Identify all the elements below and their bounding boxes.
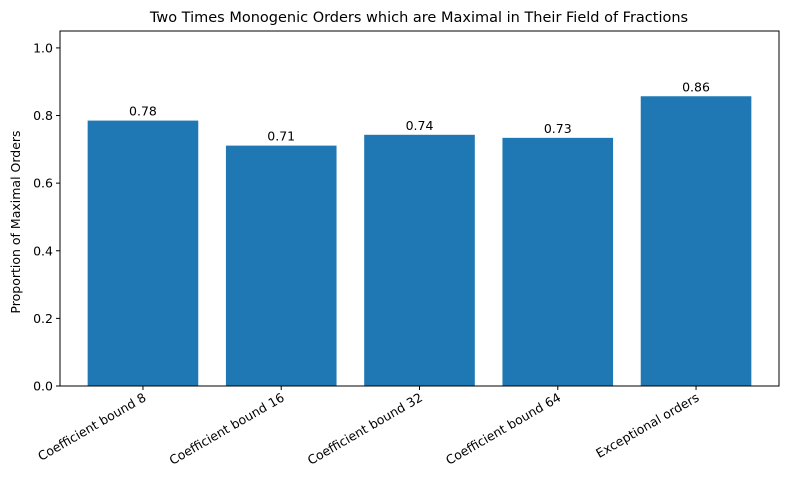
y-tick-label: 0.6 (33, 176, 53, 191)
x-axis-ticks: Coefficient bound 8 Coefficient bound 16 C… (35, 386, 702, 468)
y-axis-ticks: 0.0 0.2 0.4 0.6 0.8 1.0 (33, 40, 60, 394)
x-tick-label: Coefficient bound 64 (443, 390, 563, 468)
x-tick-label: Exceptional orders (593, 390, 701, 461)
bar (87, 120, 199, 386)
bar-value-label: 0.86 (682, 79, 710, 94)
bar-value-label: 0.71 (267, 129, 295, 144)
x-tick-label: Coefficient bound 16 (166, 390, 286, 468)
y-tick-label: 0.4 (33, 243, 53, 258)
chart-title: Two Times Monogenic Orders which are Max… (149, 10, 688, 26)
x-tick-label: Coefficient bound 32 (305, 390, 425, 468)
y-axis-label: Proportion of Maximal Orders (8, 130, 23, 313)
bar (502, 137, 614, 386)
bar (225, 145, 337, 386)
plot-frame (59, 30, 780, 387)
bar-value-label: 0.78 (129, 104, 157, 119)
x-tick-label: Coefficient bound 8 (35, 390, 148, 464)
bar (640, 96, 752, 386)
y-tick-label: 0.8 (33, 108, 53, 123)
bar-labels-group: 0.78 0.71 0.74 0.73 0.86 (129, 79, 710, 143)
bars-group (87, 96, 752, 386)
bar (364, 134, 475, 386)
y-tick-label: 0.2 (33, 311, 53, 326)
bar-value-label: 0.73 (544, 121, 572, 136)
bar-value-label: 0.74 (406, 118, 434, 133)
y-tick-label: 1.0 (33, 40, 53, 55)
y-tick-label: 0.0 (33, 379, 53, 394)
